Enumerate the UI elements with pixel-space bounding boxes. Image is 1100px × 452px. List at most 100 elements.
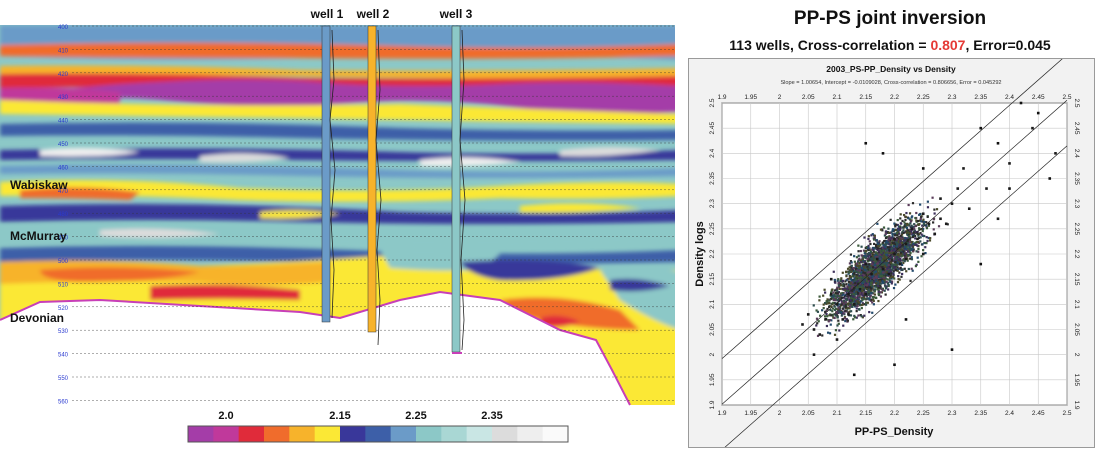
cloud-point [891,240,894,243]
cloud-point [856,286,859,290]
cloud-point [878,244,881,248]
cloud-point [834,314,838,317]
data-point [1054,152,1057,155]
colorbar-cell [517,426,544,442]
cloud-point [903,240,906,243]
cloud-point [843,296,846,299]
cloud-point [889,218,892,221]
cloud-point [871,261,875,264]
cloud-point [918,219,922,222]
well-log-3[interactable] [451,25,461,353]
cloud-point [912,225,915,229]
cloud-point [879,257,883,260]
cloud-point [877,250,880,253]
cloud-point [921,220,924,223]
cloud-point [842,291,845,295]
cloud-point [858,276,861,280]
cloud-point [875,260,878,263]
cloud-point [854,270,857,273]
cloud-point [864,268,867,272]
cloud-point [879,261,882,264]
cloud-point [896,227,900,230]
cloud-point [844,304,847,307]
outlier-point [996,141,1000,145]
cloud-point [860,292,863,295]
cloud-point [856,292,860,295]
cloud-point [882,271,885,274]
cloud-point [868,274,872,277]
cloud-point [862,274,865,277]
cloud-point [878,253,881,256]
depth-tick-label: 560 [58,399,69,405]
cloud-point [885,262,888,265]
cloud-point [860,283,863,286]
y-tick-label-right: 2.15 [1073,273,1080,286]
data-point [910,227,914,231]
cloud-point [920,255,923,258]
x-axis-bottom: 1.9 1.95 2 2.05 2.1 2.15 2.2 2.25 2.3 2.35 2.4 2.45… [717,410,1071,417]
cloud-point [828,332,832,335]
cloud-point [853,314,856,318]
colorbar-cell [466,426,493,442]
cloud-point [895,263,898,266]
plot-frame: 2003_PS-PP_Density vs Density Slope = 1.… [688,54,1095,451]
outlier-point [1019,101,1023,105]
cloud-point [845,275,848,278]
cloud-point [836,308,840,311]
cloud-point [891,238,894,241]
colorbar-cell [264,426,290,442]
cloud-point [887,283,890,286]
cloud-point [896,281,900,284]
cloud-point [867,273,871,276]
cloud-point [905,255,908,258]
depth-tick-label: 420 [58,72,69,78]
cloud-point [887,227,890,230]
cloud-point [848,307,851,310]
cross-correlation-value: 0.807 [930,37,966,53]
data-point [870,272,873,276]
cloud-point [919,240,922,243]
data-point [864,292,868,296]
cloud-point [907,254,910,257]
cloud-point [858,269,862,272]
cloud-point [840,314,843,317]
cloud-point [893,265,896,268]
cloud-point [843,317,846,320]
colorbar-cell [340,426,366,442]
cloud-point [881,279,884,283]
cloud-point [932,228,935,231]
cloud-point [861,254,864,258]
cloud-point [878,283,881,286]
cloud-point [833,316,836,320]
cloud-point [852,318,855,321]
cloud-point [856,290,859,293]
y-tick-label: 2 [709,352,716,356]
cloud-point [906,222,909,225]
cloud-point [833,289,837,292]
depth-tick-label: 540 [58,353,69,359]
well-log-1[interactable] [321,25,331,323]
x-tick-label: 2 [778,410,782,417]
cloud-point [910,216,913,219]
cloud-point [842,312,845,315]
cloud-point [859,261,862,264]
cloud-point [844,271,848,274]
cloud-point [900,254,903,258]
data-point [893,252,896,256]
well-log-2[interactable] [367,25,377,333]
y-tick-label-right: 2.4 [1073,149,1080,158]
cloud-point [895,256,898,259]
colorbar-cell [492,426,518,442]
cloud-point [837,319,840,322]
horizon-label-wabiskaw: Wabiskaw [10,178,68,192]
cloud-point [864,272,867,275]
cloud-point [907,250,910,253]
cloud-point [903,245,906,248]
colorbar-cell [213,426,240,442]
y-tick-label-right: 2 [1073,353,1080,357]
horizon-label-devonian: Devonian [10,311,64,325]
cloud-point [847,290,850,293]
cloud-point [897,263,900,266]
cloud-point [883,254,886,257]
cloud-point [858,282,861,285]
